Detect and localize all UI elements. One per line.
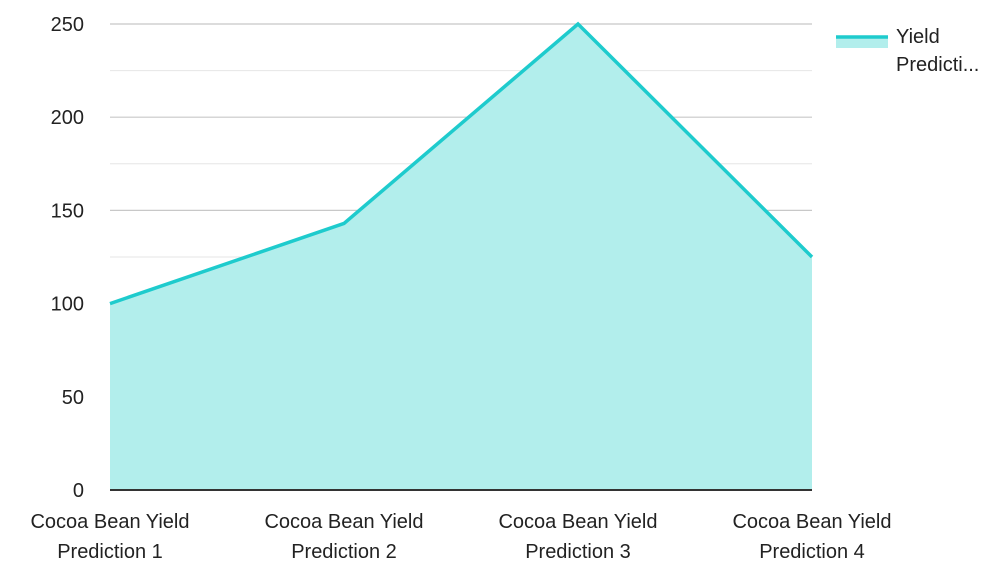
y-tick-label: 0: [73, 480, 84, 502]
y-tick-label: 100: [51, 294, 84, 316]
y-tick-label: 200: [51, 107, 84, 129]
x-tick-label-4: Cocoa Bean Yield Prediction 4: [732, 511, 891, 562]
legend-item[interactable]: Yield Predicti...: [836, 26, 979, 76]
x-tick-labels: Cocoa Bean Yield Prediction 1 Cocoa Bean Y…: [30, 511, 891, 562]
y-tick-label: 250: [51, 14, 84, 36]
x-tick-label-1: Cocoa Bean Yield Prediction 1: [30, 511, 189, 562]
series-area-fill: [110, 24, 812, 490]
series-line: [109, 21, 814, 306]
x-tick-label-3: Cocoa Bean Yield Prediction 3: [498, 511, 657, 562]
x-tick-label-2: Cocoa Bean Yield Prediction 2: [264, 511, 423, 562]
legend-label: Yield Predicti...: [896, 26, 979, 76]
y-tick-labels: 0 50 100 150 200 250: [51, 14, 84, 502]
legend-swatch-fill: [836, 36, 888, 48]
y-tick-label: 150: [51, 200, 84, 222]
y-tick-label: 50: [62, 387, 84, 409]
legend[interactable]: Yield Predicti...: [836, 26, 979, 76]
series-area-layer: [109, 21, 814, 490]
